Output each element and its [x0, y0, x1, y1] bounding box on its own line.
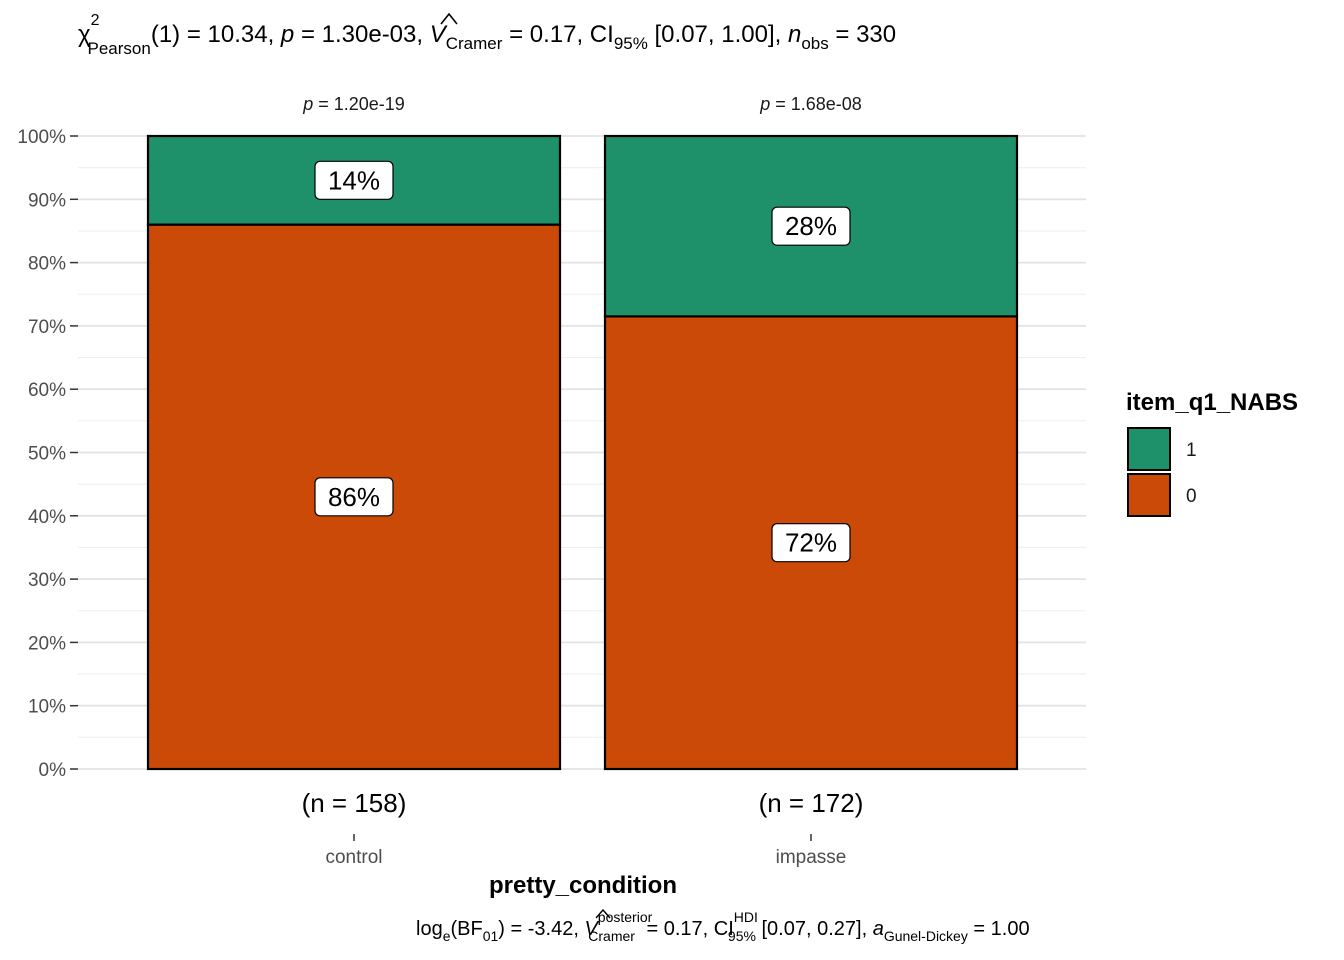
bar-labels: 86% 14% 72% 28%: [314, 160, 851, 563]
legend-swatch: [1127, 427, 1171, 471]
data-label: 14%: [328, 165, 380, 195]
data-label: 28%: [785, 211, 837, 241]
x-tick-label: control: [325, 847, 382, 868]
y-tick-label: 40%: [28, 507, 66, 528]
data-label: 86%: [328, 482, 380, 512]
data-label: 72%: [785, 528, 837, 558]
y-tick-label: 70%: [28, 317, 66, 338]
legend-label: 1: [1186, 440, 1197, 461]
data-label-box: [771, 523, 851, 563]
legend-label: 0: [1186, 486, 1197, 507]
chart-title: χ2 Pearson(1) = 10.34, p = 1.30e-03, VCra…: [78, 12, 896, 58]
data-label-box: [771, 206, 851, 246]
y-tick-label: 20%: [28, 633, 66, 654]
legend: item_q1_NABS 1 0: [1126, 389, 1298, 517]
legend-swatch: [1127, 473, 1171, 517]
n-label: (n = 158): [302, 788, 407, 818]
facet-p-label: p = 1.20e-19: [302, 94, 405, 114]
data-label-box: [314, 477, 394, 517]
y-tick-label: 10%: [28, 697, 66, 718]
facet-p-label: p = 1.68e-08: [759, 94, 862, 114]
chart-caption: loge(BF01) = -3.42, Vposterior Cramer = 0…: [416, 909, 1030, 944]
v-hat-icon: [595, 908, 611, 919]
data-label-box: [314, 160, 394, 200]
x-axis-title: pretty_condition: [489, 872, 677, 899]
y-tick-label: 100%: [17, 127, 66, 148]
y-tick-label: 30%: [28, 570, 66, 591]
y-tick-label: 90%: [28, 190, 66, 211]
y-tick-label: 50%: [28, 444, 66, 465]
y-tick-label: 80%: [28, 254, 66, 275]
v-hat-icon: [440, 12, 458, 25]
y-tick-label: 60%: [28, 380, 66, 401]
x-tick-label: impasse: [776, 847, 847, 868]
x-axis: p = 1.20e-19 (n = 158) control p = 1.68e-08…: [302, 94, 864, 868]
legend-title: item_q1_NABS: [1126, 389, 1298, 416]
y-tick-label: 0%: [39, 760, 67, 781]
y-axis: 0% 10% 20% 30% 40% 50% 60% 70% 80% 90% 100%: [17, 127, 78, 781]
n-label: (n = 172): [759, 788, 864, 818]
